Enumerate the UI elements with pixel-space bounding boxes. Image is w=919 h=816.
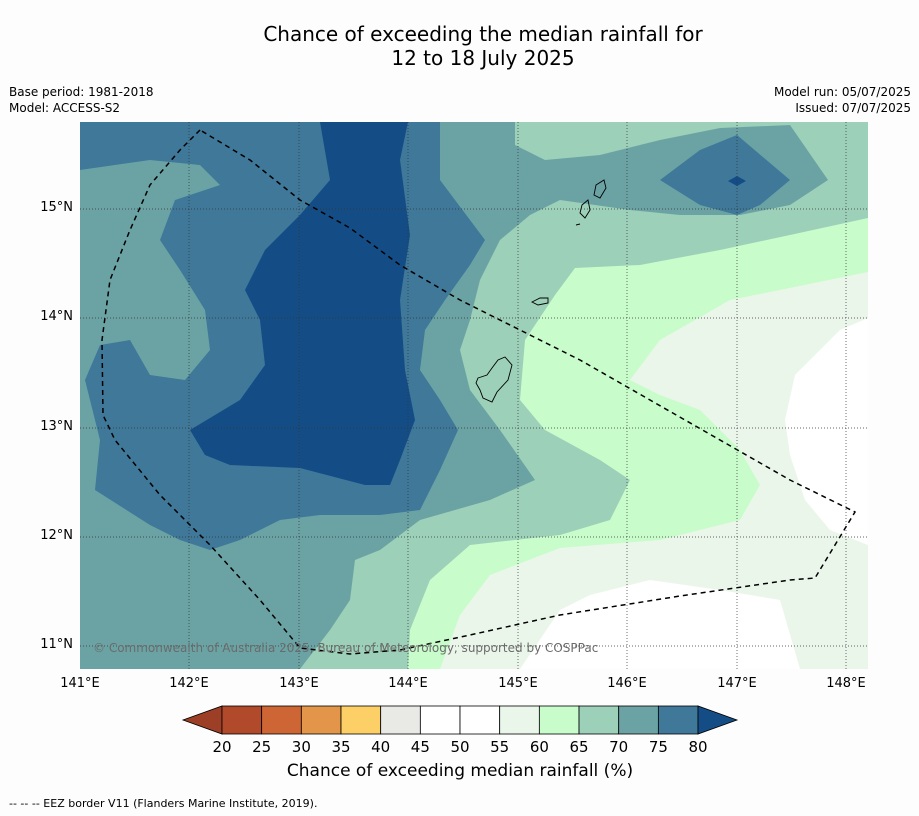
- lon-label: 143°E: [279, 676, 319, 691]
- colorbar-tick-label: 60: [529, 738, 549, 756]
- lon-label: 142°E: [169, 676, 209, 691]
- colorbar-over-arrow: [697, 705, 739, 735]
- lat-label: 13°N: [40, 419, 73, 434]
- colorbar-cell: [340, 705, 382, 735]
- colorbar-cells: [221, 705, 699, 735]
- meta-right: Model run: 05/07/2025 Issued: 07/07/2025: [774, 84, 911, 116]
- colorbar-cell: [657, 705, 699, 735]
- title-line-2: 12 to 18 July 2025: [391, 46, 575, 70]
- lon-label: 144°E: [388, 676, 428, 691]
- colorbar-tick-label: 80: [688, 738, 708, 756]
- colorbar-tick-label: 55: [490, 738, 510, 756]
- issued-date: Issued: 07/07/2025: [795, 101, 911, 115]
- colorbar-tick-label: 20: [212, 738, 232, 756]
- contour-50-55-south: [520, 580, 800, 669]
- lon-label: 148°E: [826, 676, 866, 691]
- colorbar-tick-label: 25: [252, 738, 272, 756]
- colorbar-cell: [380, 705, 421, 735]
- meta-left: Base period: 1981-2018 Model: ACCESS-S2: [9, 84, 154, 116]
- tinian-island: [579, 199, 591, 219]
- lat-label: 15°N: [40, 200, 73, 215]
- aguijan-island: [575, 223, 581, 226]
- colorbar-cell: [578, 705, 620, 735]
- title-line-1: Chance of exceeding the median rainfall …: [263, 22, 703, 46]
- colorbar-tick-label: 30: [291, 738, 311, 756]
- lon-label: 141°E: [60, 676, 100, 691]
- colorbar-title: Chance of exceeding median rainfall (%): [286, 761, 634, 781]
- contour-75-80-ne: [660, 135, 790, 215]
- base-period: Base period: 1981-2018: [9, 85, 154, 99]
- eez-border: [101, 129, 857, 655]
- colorbar-cell: [419, 705, 461, 735]
- contour-80-plus: [190, 122, 415, 485]
- lon-label: 147°E: [717, 676, 757, 691]
- lon-label: 146°E: [607, 676, 647, 691]
- colorbar-cell: [618, 705, 659, 735]
- colorbar-tick-label: 45: [410, 738, 430, 756]
- model-run: Model run: 05/07/2025: [773, 85, 911, 99]
- colorbar-under-arrow: [181, 705, 223, 735]
- colorbar-cell: [538, 705, 580, 735]
- colorbar-cell: [261, 705, 302, 735]
- colorbar-tick-label: 40: [371, 738, 391, 756]
- colorbar-tick-label: 65: [569, 738, 589, 756]
- lon-label: 145°E: [498, 676, 538, 691]
- colorbar-cell: [300, 705, 342, 735]
- graticule: [80, 122, 868, 669]
- colorbar-tick-label: 50: [450, 738, 470, 756]
- eez-legend-note: -- -- -- EEZ border V11 (Flanders Marine…: [9, 797, 318, 810]
- colorbar-tick-label: 70: [609, 738, 629, 756]
- colorbar-cell: [459, 705, 501, 735]
- colorbar-cell: [499, 705, 540, 735]
- contour-80-plus-ne: [728, 176, 746, 186]
- contour-layer: [80, 122, 868, 669]
- colorbar-cell: [221, 705, 263, 735]
- model-name: Model: ACCESS-S2: [9, 101, 121, 115]
- lat-label: 11°N: [40, 637, 73, 652]
- colorbar-tick-label: 75: [648, 738, 668, 756]
- copyright-credit: © Commonwealth of Australia 2025, Bureau…: [93, 641, 599, 655]
- guam-island: [475, 356, 513, 403]
- saipan-island: [593, 179, 607, 199]
- map-title: Chance of exceeding the median rainfall …: [0, 22, 919, 70]
- lat-label: 12°N: [40, 528, 73, 543]
- lat-label: 14°N: [40, 309, 73, 324]
- rota-island: [530, 297, 549, 306]
- colorbar-tick-label: 35: [331, 738, 351, 756]
